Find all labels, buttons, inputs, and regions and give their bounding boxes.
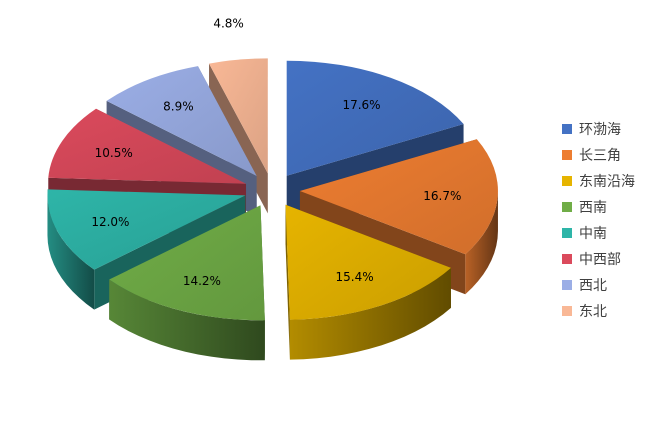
- slice-3-top: [285, 204, 451, 320]
- legend-item: 中西部: [562, 246, 658, 272]
- legend-item: 西北: [562, 272, 658, 298]
- slice-5-data-label: 12.0%: [91, 215, 129, 229]
- slice-7-data-label: 8.9%: [163, 100, 194, 114]
- legend: 环渤海长三角东南沿海西南中南中西部西北东北: [562, 116, 658, 324]
- slice-5-top: [47, 189, 246, 270]
- slice-4-side: [109, 279, 265, 361]
- legend-item: 东南沿海: [562, 168, 658, 194]
- legend-swatch: [562, 176, 572, 186]
- legend-swatch: [562, 202, 572, 212]
- slice-2-data-label: 16.7%: [423, 189, 461, 203]
- slice-3-side: [285, 204, 290, 360]
- slice-2-top: [299, 139, 498, 255]
- legend-label: 中西部: [579, 252, 621, 268]
- legend-label: 中南: [579, 226, 607, 242]
- legend-label: 东北: [579, 304, 607, 320]
- legend-item: 环渤海: [562, 116, 658, 142]
- slice-4-data-label: 14.2%: [183, 274, 221, 288]
- slice-5-side: [47, 195, 95, 310]
- slice-1-top: [286, 60, 464, 176]
- slice-4-top: [109, 205, 265, 321]
- legend-swatch: [562, 254, 572, 264]
- legend-label: 东南沿海: [579, 174, 635, 190]
- legend-item: 东北: [562, 298, 658, 324]
- slice-6-data-label: 10.5%: [95, 146, 133, 160]
- legend-label: 西南: [579, 200, 607, 216]
- slice-8-data-label: 4.8%: [213, 16, 244, 30]
- slice-3-side: [289, 267, 451, 360]
- legend-item: 中南: [562, 220, 658, 246]
- slice-2-side: [465, 190, 498, 295]
- legend-swatch: [562, 228, 572, 238]
- pie-labels: 17.6% 16.7% 15.4% 14.2% 12.0% 10.5% 8.9% 4.8%: [91, 16, 461, 288]
- legend-swatch: [562, 124, 572, 134]
- legend-item: 西南: [562, 194, 658, 220]
- legend-item: 长三角: [562, 142, 658, 168]
- slice-1-data-label: 17.6%: [342, 98, 380, 112]
- legend-swatch: [562, 306, 572, 316]
- legend-label: 环渤海: [579, 122, 621, 138]
- legend-swatch: [562, 280, 572, 290]
- legend-label: 西北: [579, 278, 607, 294]
- slice-3-data-label: 15.4%: [336, 270, 374, 284]
- legend-swatch: [562, 150, 572, 160]
- legend-label: 长三角: [579, 148, 621, 164]
- slice-8-top: [209, 58, 268, 174]
- slice-7-top: [106, 66, 257, 176]
- slice-6-top: [48, 108, 247, 184]
- pie-tops: [47, 58, 498, 321]
